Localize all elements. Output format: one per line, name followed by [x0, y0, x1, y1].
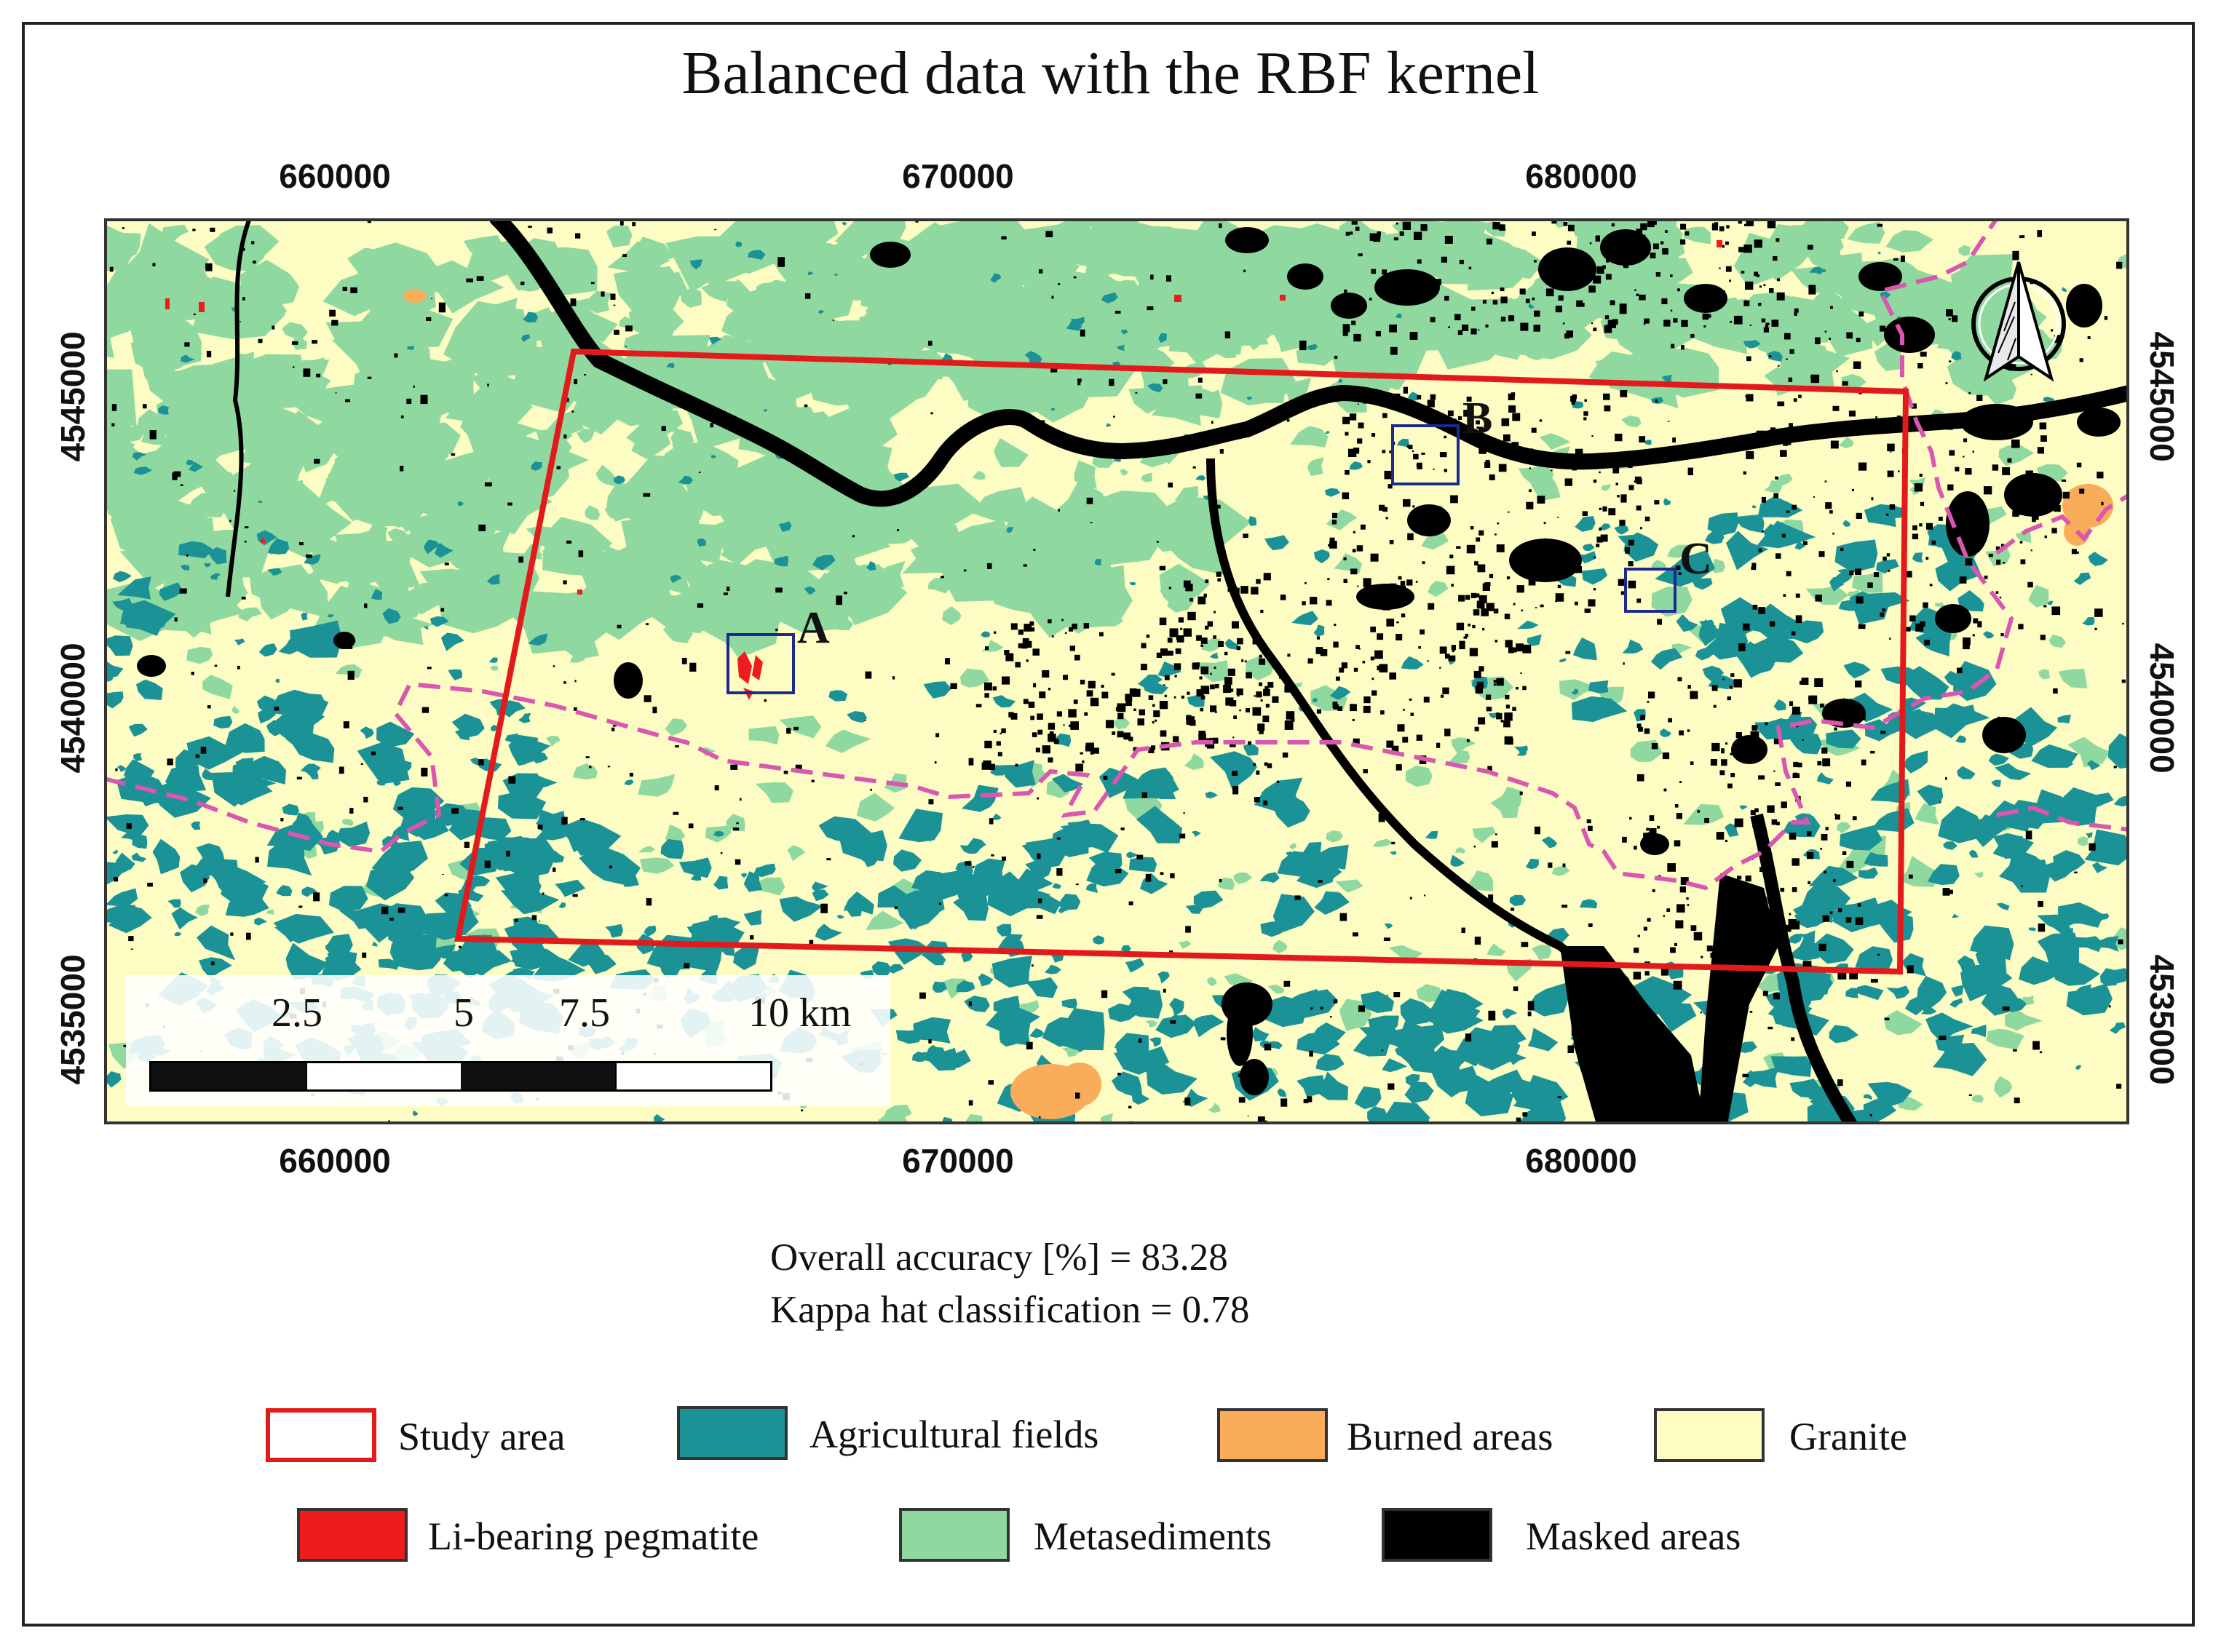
legend-label-agricultural-fields: Agricultural fields: [809, 1413, 1099, 1456]
admin-boundary-line: [104, 218, 2014, 891]
scale-label-3: 7.5: [559, 990, 610, 1036]
kappa-statistic: Kappa hat classification = 0.78: [770, 1289, 1250, 1331]
zoom-box-b: [1391, 424, 1460, 485]
zoom-label-a: A: [797, 603, 830, 653]
legend-swatch-burned-areas: [1217, 1408, 1328, 1462]
map-title: Balanced data with the RBF kernel: [681, 39, 1540, 107]
x-tick-bottom-3: 680000: [1525, 1142, 1637, 1180]
legend-label-li-bearing-pegmatite: Li-bearing pegmatite: [428, 1514, 759, 1558]
scale-label-1: 2.5: [272, 990, 322, 1036]
scale-label-4: 10 km: [748, 990, 852, 1036]
zoom-label-b: B: [1462, 394, 1493, 443]
legend-label-study-area: Study area: [398, 1415, 566, 1458]
classification-map: A B C 2.5 5 7.5 10 km: [104, 218, 2129, 1124]
y-tick-left-3: 4535000: [54, 954, 92, 1085]
scale-bar: 2.5 5 7.5 10 km: [126, 975, 890, 1106]
zoom-box-c: [1624, 568, 1676, 613]
scale-bar-segments: [149, 1061, 772, 1092]
north-arrow-icon: [1971, 261, 2066, 382]
zoom-label-c: C: [1679, 534, 1712, 584]
y-tick-left-1: 4545000: [54, 331, 92, 462]
x-tick-top-3: 680000: [1525, 157, 1637, 195]
y-tick-right-3: 4535000: [2143, 954, 2181, 1085]
study-area-polygon: [454, 348, 1909, 975]
legend-label-granite: Granite: [1789, 1415, 1907, 1458]
legend-swatch-li-bearing-pegmatite: [297, 1508, 408, 1562]
legend-swatch-granite: [1654, 1408, 1765, 1462]
legend-label-burned-areas: Burned areas: [1347, 1415, 1553, 1458]
overall-accuracy: Overall accuracy [%] = 83.28: [770, 1236, 1228, 1279]
figure-frame: [22, 22, 2195, 1627]
x-tick-top-1: 660000: [279, 157, 391, 195]
pegmatite-layer: [165, 240, 1722, 700]
y-tick-right-2: 4540000: [2143, 643, 2181, 774]
legend-swatch-agricultural-fields: [677, 1406, 788, 1460]
map-canvas: [104, 218, 2129, 1124]
x-tick-bottom-2: 670000: [902, 1142, 1014, 1180]
y-tick-right-1: 4545000: [2143, 331, 2181, 462]
admin-boundary-line-south: [1996, 805, 2129, 832]
scale-label-2: 5: [454, 990, 474, 1036]
x-tick-top-2: 670000: [902, 157, 1014, 195]
map-border: [104, 218, 2129, 1124]
legend-label-metasediments: Metasediments: [1034, 1514, 1272, 1558]
legend-swatch-masked-areas: [1382, 1508, 1492, 1562]
zoom-box-a: [727, 633, 795, 694]
legend-swatch-study-area: [266, 1408, 376, 1462]
legend-label-masked-areas: Masked areas: [1526, 1514, 1741, 1558]
admin-boundary-line-east: [1995, 493, 2129, 555]
legend-swatch-metasediments: [899, 1508, 1010, 1562]
y-tick-left-2: 4540000: [54, 643, 92, 774]
x-tick-bottom-1: 660000: [279, 1142, 391, 1180]
